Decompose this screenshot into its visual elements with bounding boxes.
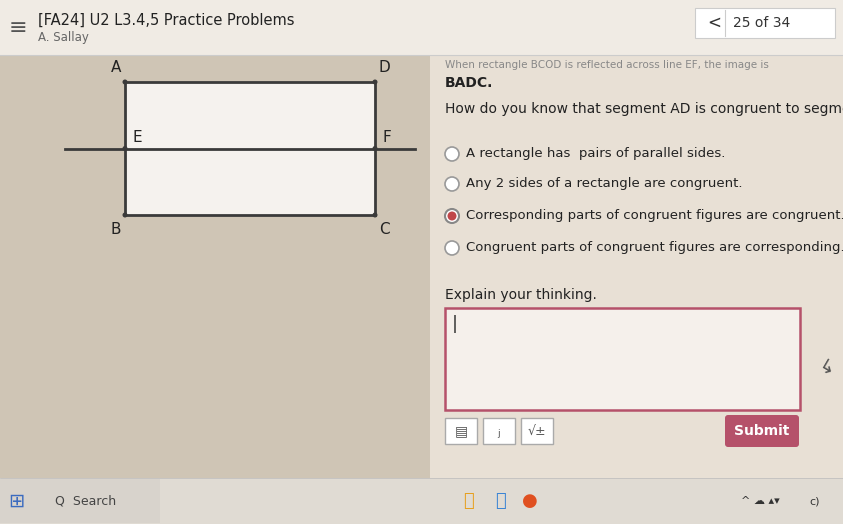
- Text: C: C: [379, 222, 389, 237]
- Text: 25 of 34: 25 of 34: [733, 16, 791, 30]
- Bar: [0, 478, 843, 524]
- Circle shape: [448, 212, 457, 221]
- Text: 📁: 📁: [463, 492, 474, 510]
- Text: ≡: ≡: [8, 18, 27, 38]
- Text: [FA24] U2 L3.4,5 Practice Problems: [FA24] U2 L3.4,5 Practice Problems: [38, 13, 294, 27]
- Text: E: E: [133, 129, 142, 145]
- Text: ^ ☁ ▴▾: ^ ☁ ▴▾: [741, 496, 780, 506]
- Bar: [521, 418, 553, 444]
- Text: Corresponding parts of congruent figures are congruent.: Corresponding parts of congruent figures…: [466, 210, 843, 223]
- Text: √±: √±: [528, 424, 546, 438]
- Bar: [0, 55, 430, 485]
- Text: How do you know that segment AD is congruent to segment BD?: How do you know that segment AD is congr…: [445, 102, 843, 116]
- Bar: [0, 0, 843, 55]
- Text: When rectangle BCOD is reflected across line EF, the image is: When rectangle BCOD is reflected across …: [445, 60, 769, 70]
- Bar: [445, 308, 800, 410]
- FancyBboxPatch shape: [725, 415, 799, 447]
- Text: ●: ●: [522, 492, 538, 510]
- Text: D: D: [379, 60, 391, 75]
- Circle shape: [122, 80, 127, 84]
- Circle shape: [445, 209, 459, 223]
- Text: ▤: ▤: [454, 424, 468, 438]
- Text: A rectangle has  pairs of parallel sides.: A rectangle has pairs of parallel sides.: [466, 147, 725, 160]
- Text: ↳: ↳: [814, 358, 838, 383]
- Text: Explain your thinking.: Explain your thinking.: [445, 288, 597, 302]
- Text: ⊞: ⊞: [8, 492, 24, 510]
- Text: ⱼ: ⱼ: [497, 423, 500, 439]
- Circle shape: [445, 241, 459, 255]
- Bar: [695, 8, 835, 38]
- Text: Submit: Submit: [734, 424, 790, 438]
- Bar: [430, 55, 843, 485]
- Text: ⓔ: ⓔ: [495, 492, 505, 510]
- Text: BADC.: BADC.: [445, 76, 493, 90]
- Text: |: |: [452, 315, 458, 333]
- Text: Any 2 sides of a rectangle are congruent.: Any 2 sides of a rectangle are congruent…: [466, 178, 743, 191]
- Circle shape: [122, 146, 127, 151]
- Text: Q  Search: Q Search: [55, 495, 116, 508]
- Text: A. Sallay: A. Sallay: [38, 31, 89, 45]
- Circle shape: [445, 177, 459, 191]
- Text: ᴄ): ᴄ): [810, 496, 820, 506]
- Circle shape: [445, 147, 459, 161]
- Bar: [483, 418, 515, 444]
- Circle shape: [373, 80, 378, 84]
- Circle shape: [122, 213, 127, 217]
- Circle shape: [373, 146, 378, 151]
- Text: <: <: [707, 14, 721, 32]
- Text: Congruent parts of congruent figures are corresponding.: Congruent parts of congruent figures are…: [466, 242, 843, 255]
- Text: A: A: [110, 60, 121, 75]
- Text: B: B: [110, 222, 121, 237]
- Bar: [125, 82, 375, 215]
- Text: F: F: [382, 129, 391, 145]
- Bar: [0, 479, 160, 523]
- Bar: [445, 418, 477, 444]
- Circle shape: [373, 213, 378, 217]
